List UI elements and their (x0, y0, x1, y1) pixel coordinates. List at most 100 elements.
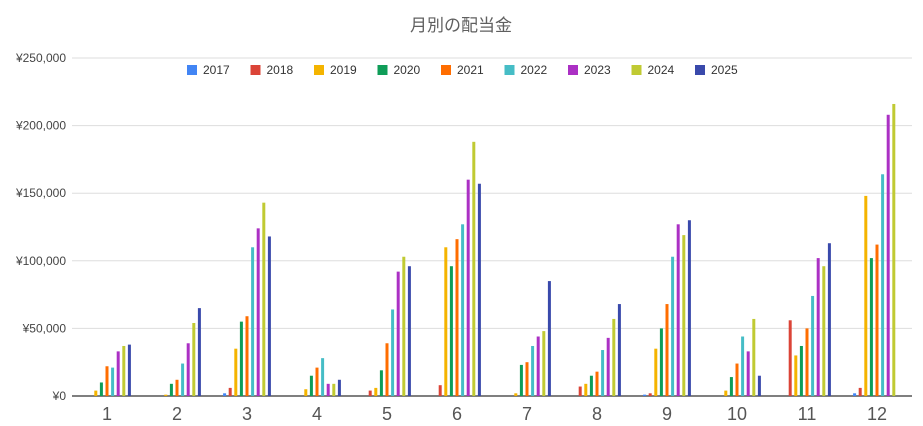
bar (332, 383, 336, 396)
y-tick-label: ¥200,000 (15, 119, 66, 133)
bar (794, 355, 798, 396)
bar (186, 343, 190, 396)
legend-label: 2021 (457, 63, 484, 77)
bar (547, 281, 551, 396)
bar (805, 328, 809, 396)
legend-swatch (695, 65, 705, 75)
bar (892, 103, 896, 396)
legend: 2017 2018 2019 2020 2021 2022 2023 2024 2025 (187, 63, 738, 77)
bar (601, 350, 605, 396)
bar (407, 266, 411, 396)
bar (228, 387, 232, 396)
bar (396, 271, 400, 396)
bar (374, 387, 378, 396)
bar (676, 224, 680, 396)
legend-label: 2019 (330, 63, 357, 77)
legend-label: 2024 (648, 63, 675, 77)
bar (584, 383, 588, 396)
bar (192, 322, 196, 396)
bar (595, 371, 599, 396)
bar (444, 247, 448, 396)
bar (164, 394, 168, 396)
bar (875, 244, 879, 396)
bar (267, 236, 271, 396)
bar (514, 393, 518, 396)
bar (827, 243, 831, 396)
bar (472, 141, 476, 396)
bar (589, 375, 593, 396)
chart-title: 月別の配当金 (410, 16, 512, 36)
bar (321, 358, 325, 396)
legend-label: 2020 (394, 63, 421, 77)
bar (477, 183, 481, 396)
x-tick-label: 10 (727, 404, 747, 424)
x-tick-label: 2 (172, 404, 182, 424)
legend-swatch (377, 65, 388, 75)
bar (741, 336, 745, 396)
bar (315, 367, 319, 396)
bar (858, 387, 862, 396)
y-tick-label: ¥100,000 (15, 254, 66, 268)
bar (606, 337, 610, 396)
x-tick-label: 8 (592, 404, 602, 424)
x-tick-label: 7 (522, 404, 532, 424)
bar (197, 308, 201, 396)
bar (525, 362, 529, 396)
bar (542, 331, 546, 396)
bar (94, 390, 98, 396)
bar (256, 228, 260, 396)
bar (234, 348, 238, 396)
legend-label: 2025 (711, 63, 738, 77)
bar (175, 379, 179, 396)
bar (122, 345, 126, 396)
bar (169, 383, 173, 396)
bar (466, 179, 470, 396)
bar (853, 393, 857, 396)
bar (251, 247, 255, 396)
bar (379, 370, 383, 396)
bars (94, 103, 896, 396)
bar (811, 295, 815, 396)
bar (223, 393, 227, 396)
y-tick-label: ¥50,000 (22, 321, 67, 335)
bar (752, 318, 756, 396)
bar (402, 256, 406, 396)
bar (671, 256, 675, 396)
bar (729, 377, 733, 396)
bar (519, 364, 523, 396)
bar (309, 375, 313, 396)
x-tick-label: 5 (382, 404, 392, 424)
x-axis: 1 2 3 4 5 6 7 8 9 10 11 12 (102, 404, 887, 424)
legend-swatch (504, 65, 515, 75)
bar (449, 266, 453, 396)
bar (105, 366, 109, 396)
legend-swatch (250, 65, 261, 75)
bar (659, 328, 663, 396)
bar (531, 345, 535, 396)
bar (665, 304, 669, 396)
x-tick-label: 9 (662, 404, 672, 424)
legend-label: 2022 (521, 63, 548, 77)
bar (617, 304, 621, 396)
bar (799, 345, 803, 396)
bar (99, 382, 103, 396)
x-tick-label: 6 (452, 404, 462, 424)
bar (536, 336, 540, 396)
bar (682, 235, 686, 396)
legend-label: 2017 (203, 63, 230, 77)
bar (326, 383, 330, 396)
bar (116, 351, 120, 396)
bar (181, 363, 185, 396)
y-tick-label: ¥150,000 (15, 186, 66, 200)
bar (304, 389, 308, 396)
bar (111, 367, 115, 396)
bar (735, 363, 739, 396)
bar (461, 224, 465, 396)
bar (262, 202, 266, 396)
y-axis: ¥0 ¥50,000 ¥100,000 ¥150,000 ¥200,000 ¥250,00… (15, 51, 66, 403)
bar (239, 321, 243, 396)
bar (648, 393, 652, 396)
bar (612, 318, 616, 396)
bar (385, 343, 389, 396)
y-tick-label: ¥0 (52, 389, 67, 403)
